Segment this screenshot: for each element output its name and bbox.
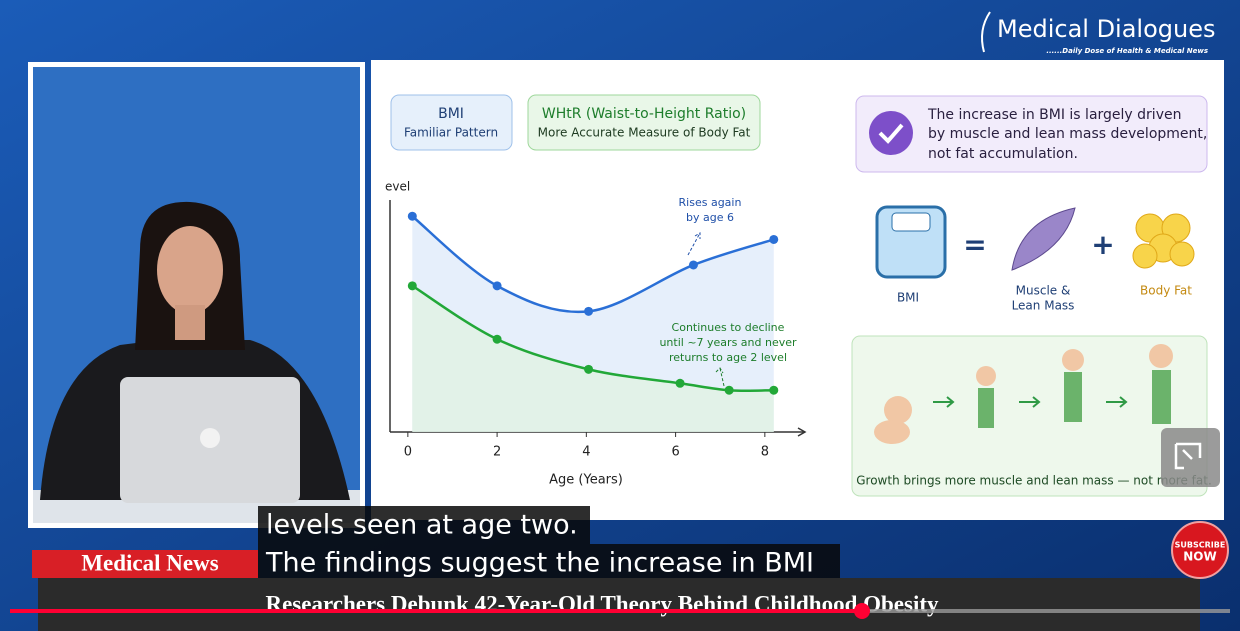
logo-name: Medical Dialogues [997, 15, 1216, 43]
x-tick-label: 4 [582, 445, 590, 460]
annotation-arrow [687, 232, 701, 256]
muscle-label: Muscle & [1016, 284, 1071, 298]
growth-box [851, 335, 1208, 497]
annotation: Continues to decline [672, 321, 785, 334]
caption-line: The findings suggest the increase in BMI [265, 548, 814, 579]
children [874, 344, 1173, 444]
callout-line: not fat accumulation. [928, 146, 1078, 162]
caption-bg [258, 506, 590, 544]
bmi-legend-sub: Familiar Pattern [404, 126, 498, 140]
point [492, 334, 502, 344]
point [724, 385, 734, 395]
logo-icon [981, 11, 991, 53]
annotation: until ~7 years and never [659, 336, 797, 349]
area [412, 285, 774, 432]
point [584, 364, 594, 374]
x-tick-label: 8 [761, 445, 769, 460]
annotation: returns to age 2 level [669, 351, 787, 364]
scale-dial [891, 212, 931, 232]
point [675, 378, 685, 388]
subscribe-text: NOW [1183, 550, 1216, 564]
annotation-arrow [715, 367, 725, 387]
growth-caption: Growth brings more muscle and lean mass … [856, 474, 1212, 488]
x-axis-label: Age (Years) [549, 473, 623, 488]
annotation: Rises again [679, 196, 742, 209]
caption-bg [258, 544, 840, 582]
check-circle [869, 111, 913, 155]
x-axis-arrow [797, 427, 807, 437]
whtr-legend-title: WHtR (Waist-to-Height Ratio) [542, 106, 746, 122]
callout-box [855, 95, 1208, 173]
pip-icon [1174, 442, 1202, 470]
fat-label: Body Fat [1140, 284, 1192, 298]
point [407, 211, 417, 221]
bmi-legend-box [390, 94, 513, 151]
ticker-bg [38, 578, 1200, 631]
x-tick-label: 2 [493, 445, 501, 460]
bmi-legend-title: BMI [438, 106, 464, 122]
fat-icon [1132, 213, 1195, 269]
annotation: by age 6 [686, 211, 734, 224]
progress-knob[interactable] [854, 603, 870, 619]
neck [175, 305, 205, 340]
x-tick-label: 6 [671, 445, 679, 460]
growth-arrows [933, 396, 1128, 408]
point [407, 281, 417, 291]
news-label: Medical News [81, 550, 218, 575]
check-mark [878, 123, 904, 144]
presenter-panel [28, 62, 365, 528]
point [769, 234, 779, 244]
caption-line: levels seen at age two. [266, 510, 578, 541]
muscle-icon [1011, 207, 1076, 271]
face [157, 226, 223, 314]
whtr-legend-sub: More Accurate Measure of Body Fat [538, 126, 751, 140]
chart: 0 2 4 6 8 evel Age (Years) Rises again by age 6 C… [385, 180, 807, 488]
muscle-label: Lean Mass [1012, 299, 1075, 313]
point [584, 306, 594, 316]
callout-line: by muscle and lean mass development, [928, 126, 1207, 142]
bmi-label: BMI [897, 291, 919, 305]
y-axis-label: evel [385, 180, 410, 194]
laptop-logo [200, 428, 220, 448]
callout-line: The increase in BMI is largely driven [927, 107, 1181, 123]
subscribe-text: SUBSCRIBE [1175, 541, 1226, 550]
x-tick-label: 0 [404, 445, 412, 460]
point [492, 281, 502, 291]
point [769, 385, 779, 395]
progress-played [10, 609, 862, 613]
equals: = [963, 228, 986, 261]
subscribe-button[interactable] [1171, 521, 1229, 579]
plus: + [1091, 228, 1114, 261]
news-label-bg [32, 550, 258, 578]
logo-tagline: ......Daily Dose of Health & Medical New… [1046, 47, 1208, 55]
whtr-legend-box [527, 94, 761, 151]
point [688, 260, 698, 270]
